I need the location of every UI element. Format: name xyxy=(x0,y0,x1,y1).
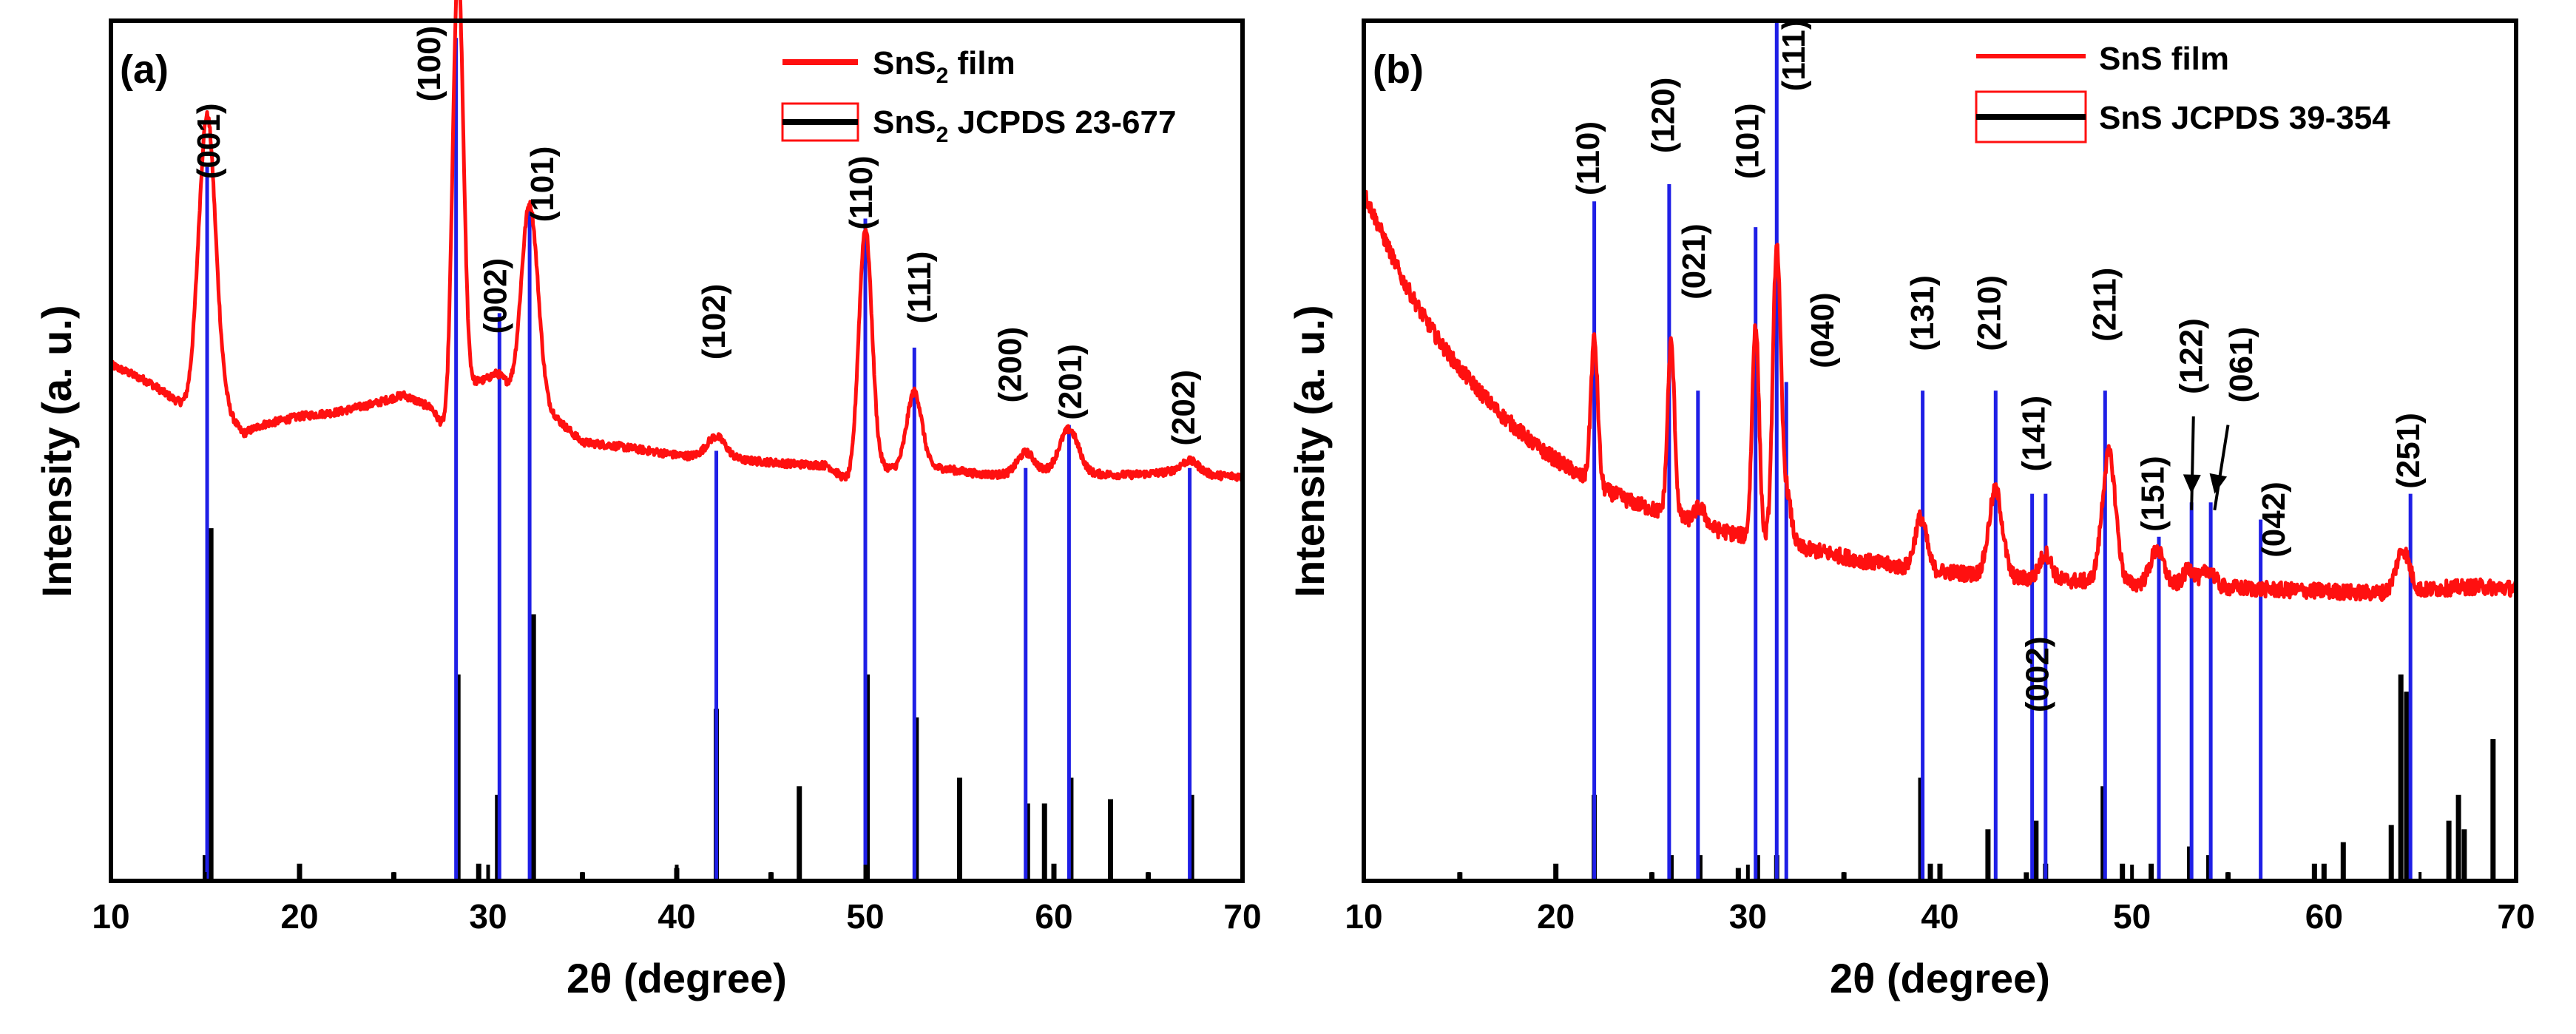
panel-a-hkl-label-4: (102) xyxy=(696,284,732,360)
panel-b-annotation-arrow-shaft-1 xyxy=(2213,425,2230,510)
panel-b-hkl-label-5: (040) xyxy=(1805,292,1841,368)
panel-b-hkl-label-15: (251) xyxy=(2390,413,2427,489)
panel-a-x-tick-label-3: 40 xyxy=(657,897,695,936)
panel-b-x-axis-ticks: 10 20 30 40 50 60 70 xyxy=(1345,865,2535,936)
panel-b-hkl-label-1: (120) xyxy=(1645,78,1681,154)
panel-b-hkl-label-10: (211) xyxy=(2087,268,2123,342)
panel-b-plot-layer: (110) (120) (021) (101) (111) (040) (131) (210)… xyxy=(1362,19,2518,881)
panel-a-x-tick-label-2: 30 xyxy=(469,897,507,936)
panel-b-legend-film-label: SnS film xyxy=(2099,41,2229,77)
panel-b-x-tick-label-0: 10 xyxy=(1345,897,1382,936)
panel-b-film-pattern-line xyxy=(1362,189,2518,602)
panel-b-x-tick-label-5: 60 xyxy=(2305,897,2343,936)
panel-b-hkl-label-12: (122) xyxy=(2173,318,2209,394)
panel-b-xrd-chart: (110) (120) (021) (101) (111) (040) (131) (210)… xyxy=(1286,18,2535,1001)
panel-b-legend: SnS film SnS JCPDS 39-354 xyxy=(1975,41,2390,143)
panel-b-x-axis-title: 2θ (degree) xyxy=(1830,955,2050,1001)
panel-b-plot-frame xyxy=(1362,18,2518,883)
panel-b-annotation-arrow-head-0 xyxy=(2183,474,2201,494)
panel-a-hkl-label-2: (002) xyxy=(477,258,513,334)
panel-a-x-axis-title: 2θ (degree) xyxy=(567,955,787,1001)
panel-b-x-tick-label-4: 50 xyxy=(2113,897,2151,936)
panel-a-legend-film-label: SnS2 film xyxy=(873,45,1015,88)
panel-a-hkl-label-9: (202) xyxy=(1166,370,1202,446)
panel-b-hkl-label-2: (021) xyxy=(1676,223,1712,300)
panel-b-hkl-label-7: (210) xyxy=(1972,275,2008,351)
panel-b-x-tick-label-6: 70 xyxy=(2497,897,2535,936)
panel-a-hkl-label-8: (201) xyxy=(1052,344,1089,420)
panel-a-x-tick-label-6: 70 xyxy=(1223,897,1261,936)
panel-a-legend-reference-label: SnS2 JCPDS 23-677 xyxy=(873,104,1176,147)
panel-b-x-tick-label-1: 20 xyxy=(1537,897,1575,936)
panel-a-hkl-label-6: (111) xyxy=(902,251,938,324)
panel-b-hkl-label-4: (111) xyxy=(1776,19,1812,92)
panel-a-x-tick-label-4: 50 xyxy=(846,897,884,936)
panel-a-x-tick-label-5: 60 xyxy=(1035,897,1072,936)
panel-b-hkl-label-0: (110) xyxy=(1570,121,1606,195)
panel-a-hkl-label-7: (200) xyxy=(993,327,1029,403)
panel-b-x-tick-label-2: 30 xyxy=(1729,897,1767,936)
panel-b-hkl-label-9: (002) xyxy=(2020,637,2056,713)
panel-b-hkl-label-13: (061) xyxy=(2223,327,2259,403)
panel-b-hkl-label-3: (101) xyxy=(1730,103,1766,179)
panel-a-y-axis-title: Intensity (a. u.) xyxy=(33,305,80,597)
panel-a-legend: SnS2 film SnS2 JCPDS 23-677 xyxy=(781,45,1176,147)
panel-b-hkl-label-8: (141) xyxy=(2015,396,2052,472)
panel-a-hkl-label-5: (110) xyxy=(843,155,879,229)
panel-b-label: (b) xyxy=(1373,47,1424,92)
panel-a-x-tick-label-1: 20 xyxy=(280,897,318,936)
panel-a-hkl-label-0: (001) xyxy=(191,103,227,179)
panel-a-xrd-chart: (001) (100) (002) (101) (102) (110) (111) (200)… xyxy=(33,0,1262,1001)
panel-b-hkl-label-6: (131) xyxy=(1904,275,1941,351)
panel-b-annotation-arrow-shaft-0 xyxy=(2190,416,2195,510)
panel-b-hkl-label-14: (042) xyxy=(2256,481,2292,558)
panel-b-legend-reference-label: SnS JCPDS 39-354 xyxy=(2099,100,2390,136)
panel-a-film-pattern-line xyxy=(109,0,1244,482)
panel-b-annotation-arrow-head-1 xyxy=(2209,473,2228,494)
panel-b-x-tick-label-3: 40 xyxy=(1921,897,1958,936)
panel-b-hkl-label-11: (151) xyxy=(2134,456,2171,532)
panel-b-y-axis-title: Intensity (a. u.) xyxy=(1286,305,1333,597)
panel-a-label: (a) xyxy=(120,47,169,92)
panel-a-x-axis-ticks: 10 20 30 40 50 60 70 xyxy=(92,865,1262,936)
panel-a-plot-layer: (001) (100) (002) (101) (102) (110) (111) (200)… xyxy=(109,0,1244,881)
panel-a-hkl-label-3: (101) xyxy=(524,146,561,223)
panel-a-x-tick-label-0: 10 xyxy=(92,897,129,936)
panel-a-hkl-label-1: (100) xyxy=(411,26,447,102)
